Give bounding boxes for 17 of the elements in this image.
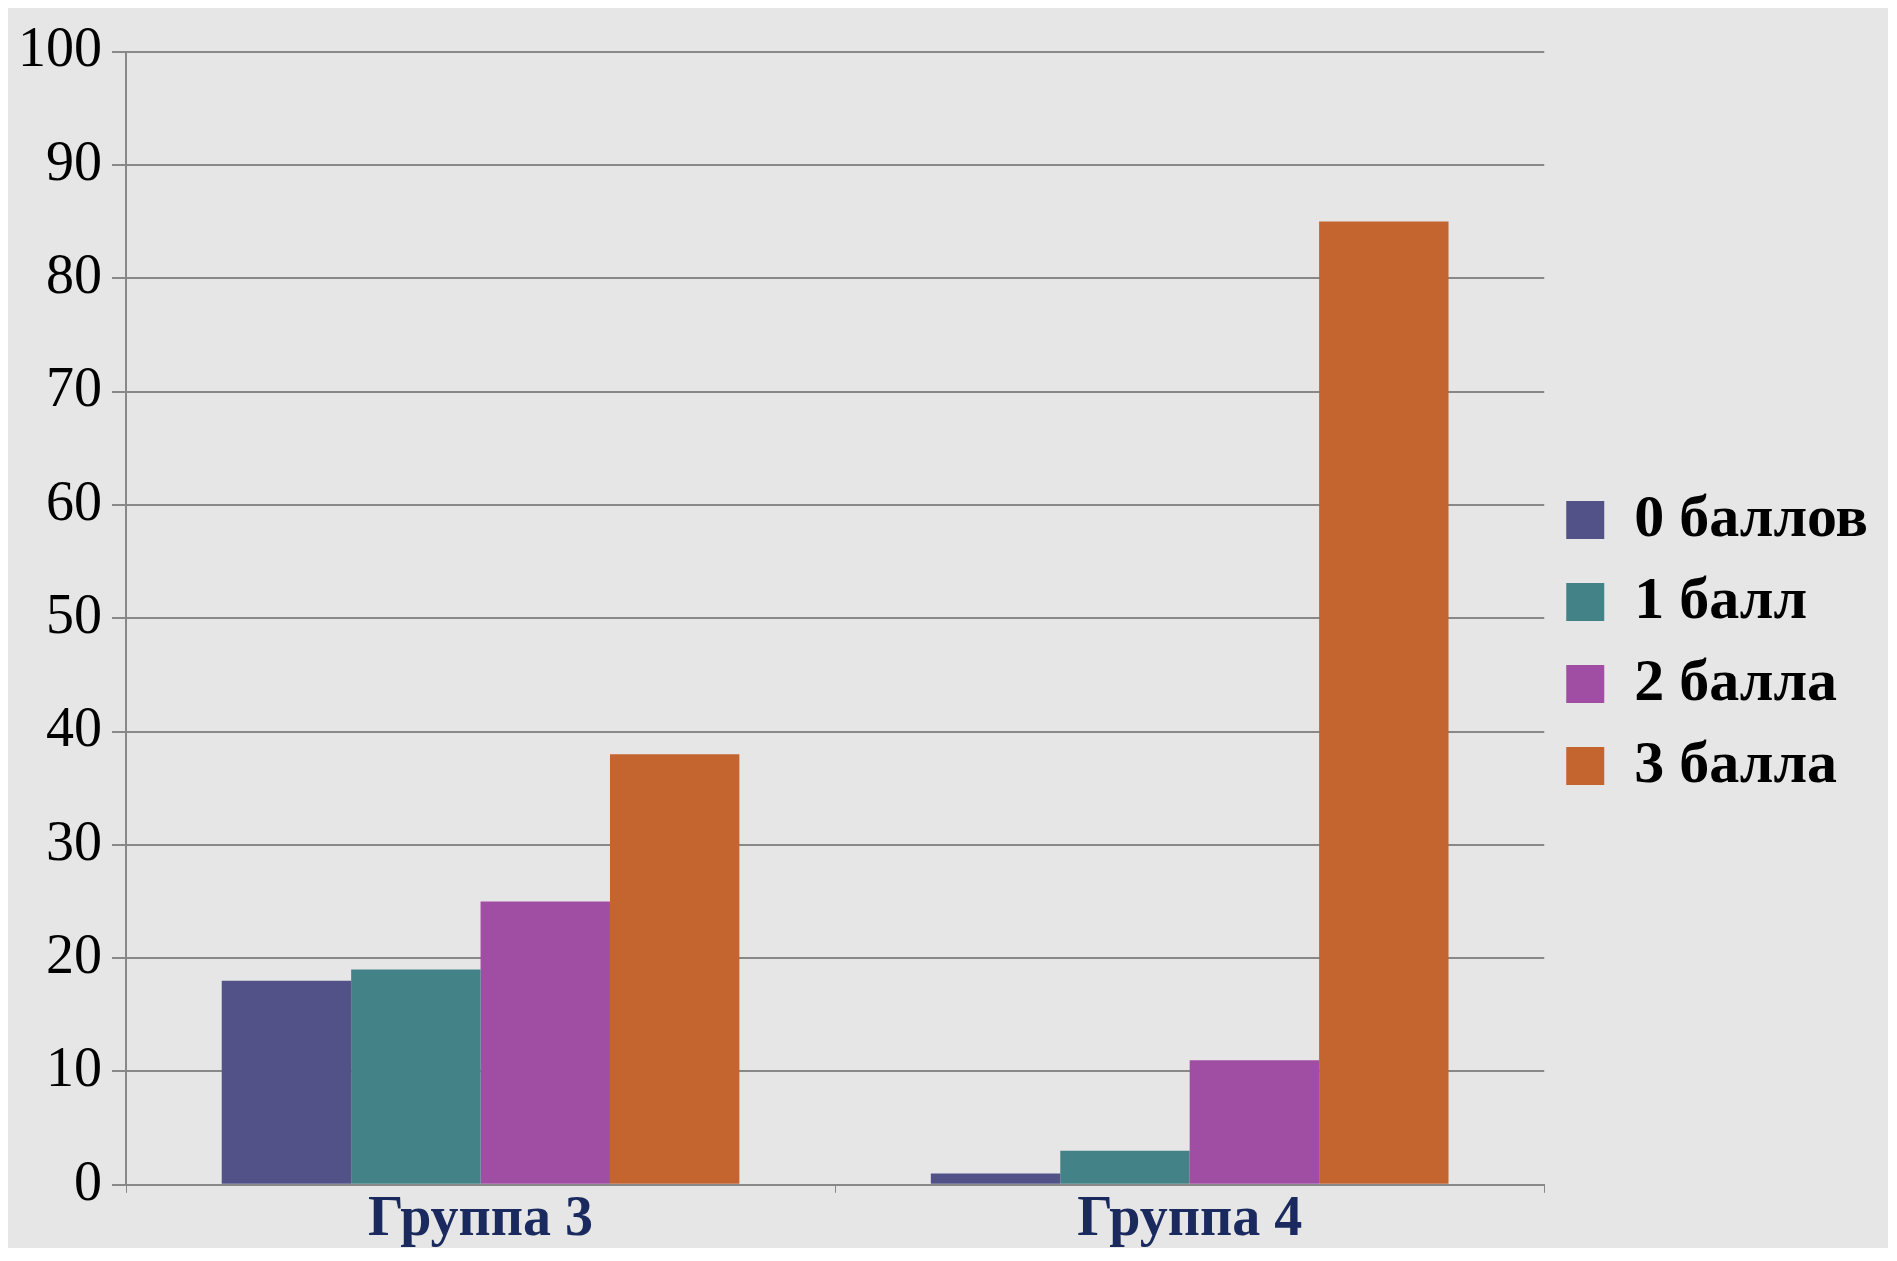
legend-label: 2 балла — [1634, 646, 1838, 713]
x-tick-label: Группа 3 — [368, 1184, 594, 1247]
y-tick-label: 0 — [74, 1149, 102, 1212]
y-tick-label: 10 — [46, 1036, 102, 1099]
y-tick-label: 40 — [46, 696, 102, 759]
y-tick-label: 100 — [18, 16, 102, 79]
y-tick-label: 30 — [46, 809, 102, 872]
y-tick-label: 80 — [46, 242, 102, 305]
y-tick-label: 90 — [46, 129, 102, 192]
y-tick-label: 20 — [46, 922, 102, 985]
legend-label: 1 балл — [1634, 564, 1808, 631]
legend-label: 0 баллов — [1634, 482, 1869, 549]
y-tick-label: 50 — [46, 582, 102, 645]
legend-label: 3 балла — [1634, 728, 1838, 795]
y-tick-label: 60 — [46, 469, 102, 532]
y-tick-label: 70 — [46, 356, 102, 419]
x-tick-label: Группа 4 — [1077, 1184, 1303, 1247]
